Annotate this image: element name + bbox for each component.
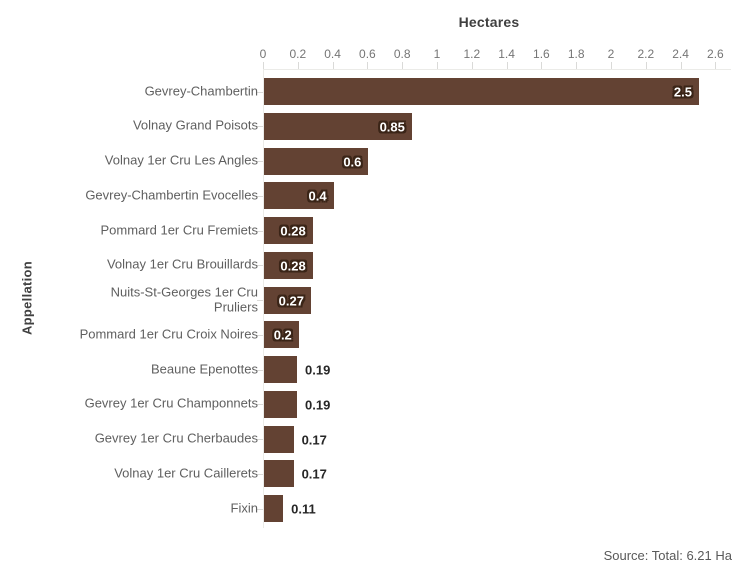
bar xyxy=(264,182,334,210)
value-label: 0.27 xyxy=(278,293,304,309)
bar xyxy=(264,495,284,523)
category-label: Volnay 1er Cru Les Angles xyxy=(104,152,258,168)
x-tick-label: 1.6 xyxy=(533,47,550,61)
category-label: Beaune Epenottes xyxy=(151,361,258,377)
category-label: Gevrey 1er Cru Cherbaudes xyxy=(94,430,258,446)
x-tick-label: 0.6 xyxy=(359,47,376,61)
x-tick-label: 0 xyxy=(259,47,267,61)
value-label: 0.17 xyxy=(301,466,327,482)
y-tick-mark xyxy=(257,473,263,475)
category-label: Fixin xyxy=(230,500,258,516)
x-tick-mark xyxy=(541,62,543,69)
y-tick-mark xyxy=(257,195,263,197)
chart-title: Hectares xyxy=(458,14,520,30)
x-tick-mark xyxy=(297,62,299,69)
x-tick-mark xyxy=(437,62,438,69)
category-label: Gevrey-Chambertin Evocelles xyxy=(85,187,258,203)
category-label: Nuits-St-Georges 1er Cru Pruliers xyxy=(110,284,258,315)
bar xyxy=(264,78,699,105)
x-tick-mark xyxy=(506,62,508,69)
category-label: Volnay 1er Cru Caillerets xyxy=(114,465,258,481)
x-tick-mark xyxy=(680,62,682,69)
x-tick-mark xyxy=(263,62,264,69)
category-label: Gevrey-Chambertin xyxy=(144,83,258,99)
y-tick-mark xyxy=(257,300,263,302)
value-label: 0.4 xyxy=(308,188,327,204)
y-axis-line xyxy=(263,69,264,528)
value-label: 0.2 xyxy=(273,327,292,343)
source-note: Source: Total: 6.21 Ha xyxy=(603,548,732,563)
y-tick-mark xyxy=(257,126,263,128)
x-tick-label: 2.2 xyxy=(637,47,655,61)
x-tick-label: 0.8 xyxy=(393,47,411,61)
x-tick-mark xyxy=(332,62,334,69)
value-label: 0.6 xyxy=(343,154,362,170)
y-tick-mark xyxy=(257,334,263,336)
y-tick-mark xyxy=(257,230,263,232)
bar xyxy=(264,286,311,314)
bar xyxy=(264,321,299,349)
category-label: Volnay 1er Cru Brouillards xyxy=(106,257,258,273)
x-tick-mark xyxy=(611,62,612,69)
x-tick-mark xyxy=(576,62,578,69)
bar xyxy=(264,147,369,175)
bar xyxy=(264,390,298,418)
value-label: 0.28 xyxy=(280,223,306,239)
x-tick-label: 0.4 xyxy=(324,47,341,61)
x-tick-mark xyxy=(715,62,717,69)
x-tick-label: 2 xyxy=(607,47,615,61)
y-tick-mark xyxy=(257,161,263,163)
category-label: Pommard 1er Cru Croix Noires xyxy=(79,326,258,342)
x-tick-mark xyxy=(402,62,404,69)
y-tick-mark xyxy=(257,508,263,510)
x-tick-label: 1 xyxy=(433,47,441,61)
y-tick-mark xyxy=(257,91,263,93)
value-label: 2.5 xyxy=(673,84,692,100)
x-tick-label: 1.8 xyxy=(567,47,585,61)
x-tick-label: 1.4 xyxy=(498,47,515,61)
bar xyxy=(264,251,313,279)
x-tick-label: 0.2 xyxy=(289,47,307,61)
y-tick-mark xyxy=(257,265,263,267)
category-label: Pommard 1er Cru Fremiets xyxy=(100,222,258,238)
y-tick-mark xyxy=(257,439,263,441)
value-label: 0.28 xyxy=(280,258,306,274)
y-tick-mark xyxy=(257,369,263,371)
x-tick-mark xyxy=(471,62,473,69)
x-axis-line xyxy=(263,69,731,70)
x-tick-label: 2.6 xyxy=(707,47,724,61)
x-tick-label: 2.4 xyxy=(672,47,689,61)
bar xyxy=(264,217,313,245)
y-tick-mark xyxy=(257,404,263,406)
bar xyxy=(264,425,294,453)
value-label: 0.19 xyxy=(305,362,331,378)
category-label: Volnay Grand Poisots xyxy=(132,117,258,133)
category-label: Gevrey 1er Cru Champonnets xyxy=(84,396,258,412)
value-label: 0.19 xyxy=(305,397,331,413)
value-label: 0.11 xyxy=(291,501,316,517)
x-tick-mark xyxy=(367,62,369,69)
bar xyxy=(264,356,298,384)
bar xyxy=(264,460,294,488)
x-tick-label: 1.2 xyxy=(463,47,481,61)
bar xyxy=(264,112,412,140)
x-tick-mark xyxy=(645,62,647,69)
value-label: 0.85 xyxy=(379,119,405,135)
value-label: 0.17 xyxy=(301,432,327,448)
